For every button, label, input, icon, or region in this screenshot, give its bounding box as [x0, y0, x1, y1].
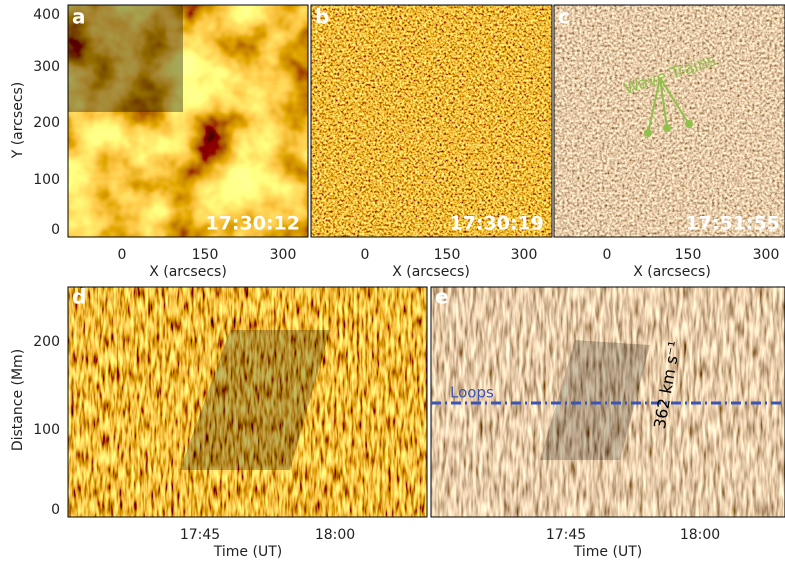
panel-letter: c: [558, 5, 570, 29]
x-axis-label: Time (UT): [213, 544, 282, 560]
y-tick-label: 100: [33, 172, 60, 188]
panel-letter: b: [315, 5, 329, 29]
x-tick-label: 150: [675, 247, 702, 263]
x-axis-label: X (arcsecs): [149, 264, 227, 280]
timestamp: 17:30:12: [205, 213, 300, 235]
timestamp: 17:51:55: [685, 213, 780, 235]
panel-letter: d: [72, 285, 86, 309]
y-tick-label: 400: [33, 7, 60, 23]
y-tick-label: 0: [51, 222, 60, 238]
x-tick-label: 18:00: [680, 527, 720, 543]
figure: a b c d e 17:30:12 17:30:19 17:51:55 Wav…: [0, 0, 785, 564]
x-tick-label: 300: [511, 247, 538, 263]
x-tick-label: 150: [434, 247, 461, 263]
x-tick-label: 17:45: [180, 527, 220, 543]
x-axis-label: X (arcsecs): [392, 264, 470, 280]
image-b: [311, 5, 552, 237]
panel-letter: a: [72, 5, 86, 29]
x-tick-label: 18:00: [315, 527, 355, 543]
panel-letter: e: [435, 285, 449, 309]
x-tick-label: 0: [603, 247, 612, 263]
y-tick-label: 100: [33, 422, 60, 438]
x-axis-label: Time (UT): [573, 544, 642, 560]
x-tick-label: 0: [361, 247, 370, 263]
x-tick-label: 300: [753, 247, 780, 263]
annotation: Loops: [450, 384, 494, 402]
x-tick-label: 0: [118, 247, 127, 263]
image-c: [554, 5, 785, 237]
y-axis-label: Y (arcsecs): [10, 82, 26, 160]
x-tick-label: 300: [270, 247, 297, 263]
x-tick-label: 17:45: [546, 527, 586, 543]
x-tick-label: 150: [192, 247, 219, 263]
y-tick-label: 300: [33, 59, 60, 75]
y-axis-label: Distance (Mm): [10, 349, 26, 451]
y-tick-label: 200: [33, 334, 60, 350]
y-tick-label: 200: [33, 115, 60, 131]
timestamp: 17:30:19: [449, 213, 544, 235]
y-tick-label: 0: [51, 502, 60, 518]
x-axis-label: X (arcsecs): [633, 264, 711, 280]
